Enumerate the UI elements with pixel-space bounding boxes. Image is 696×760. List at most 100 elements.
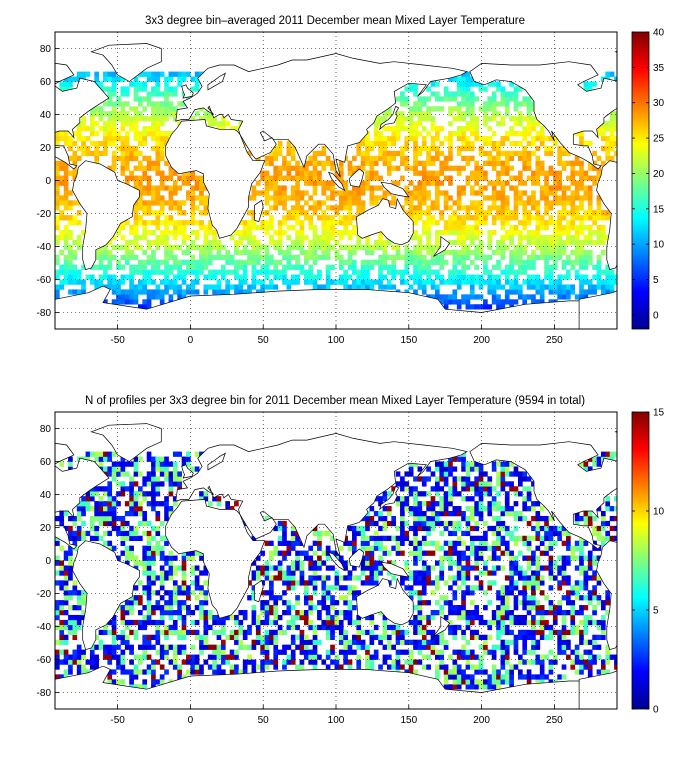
bin-cell bbox=[509, 629, 514, 636]
bin-cell bbox=[469, 619, 475, 626]
bin-cell bbox=[382, 654, 388, 660]
bin-cell bbox=[535, 600, 541, 606]
bin-cell bbox=[190, 669, 196, 675]
bin-cell bbox=[491, 555, 497, 561]
bin-cell bbox=[207, 654, 213, 660]
bin-cell bbox=[456, 116, 462, 122]
bin-cell bbox=[343, 259, 348, 265]
bin-cell bbox=[535, 220, 541, 226]
bin-cell bbox=[557, 585, 562, 591]
bin-cell bbox=[98, 274, 104, 280]
bin-cell bbox=[522, 210, 528, 216]
bin-cell bbox=[605, 289, 611, 295]
bin-cell bbox=[404, 135, 410, 142]
profiles-bins bbox=[55, 451, 617, 690]
bin-cell bbox=[255, 180, 261, 186]
bin-cell bbox=[605, 155, 611, 161]
bin-cell bbox=[526, 239, 532, 246]
bin-cell bbox=[133, 299, 139, 305]
bin-cell bbox=[203, 210, 209, 216]
bin-cell bbox=[504, 600, 510, 606]
bin-cell bbox=[347, 540, 353, 546]
bin-cell bbox=[172, 234, 178, 241]
bin-cell bbox=[269, 595, 274, 601]
bin-cell bbox=[491, 540, 497, 546]
bin-cell bbox=[172, 555, 178, 561]
bin-cell bbox=[535, 299, 541, 305]
bin-cell bbox=[81, 279, 86, 285]
bin-cell bbox=[378, 570, 383, 576]
bin-cell bbox=[369, 614, 375, 621]
bin-cell bbox=[382, 150, 388, 157]
bin-cell bbox=[548, 659, 554, 665]
bin-cell bbox=[273, 185, 279, 191]
bin-cell bbox=[408, 550, 414, 556]
bin-cell bbox=[504, 279, 510, 285]
bin-cell bbox=[164, 644, 169, 650]
bin-cell bbox=[63, 200, 69, 206]
bin-cell bbox=[68, 525, 73, 532]
bin-cell bbox=[600, 230, 606, 236]
bin-cell bbox=[544, 535, 549, 541]
bin-cell bbox=[325, 215, 331, 221]
bin-cell bbox=[391, 140, 396, 147]
bin-cell bbox=[59, 210, 65, 216]
bin-cell bbox=[186, 629, 191, 636]
bin-cell bbox=[513, 254, 519, 260]
bin-cell bbox=[474, 555, 479, 561]
bin-cell bbox=[94, 659, 99, 665]
bin-cell bbox=[552, 239, 558, 246]
bin-cell bbox=[68, 565, 73, 571]
bin-cell bbox=[260, 254, 265, 260]
bin-cell bbox=[430, 215, 436, 221]
bin-cell bbox=[352, 565, 357, 571]
bin-cell bbox=[186, 190, 191, 196]
bin-cell bbox=[325, 269, 331, 275]
bin-cell bbox=[133, 91, 139, 97]
bin-cell bbox=[596, 200, 602, 206]
bin-cell bbox=[614, 279, 617, 285]
bin-cell bbox=[566, 269, 571, 275]
bin-cell bbox=[168, 629, 174, 636]
bin-cell bbox=[478, 220, 484, 226]
bin-cell bbox=[504, 274, 510, 280]
bin-cell bbox=[570, 289, 576, 295]
bin-cell bbox=[177, 605, 182, 611]
bin-cell bbox=[295, 555, 300, 561]
bin-cell bbox=[452, 264, 458, 270]
bin-cell bbox=[277, 234, 283, 241]
bin-cell bbox=[325, 624, 331, 631]
bin-cell bbox=[76, 669, 82, 675]
bin-cell bbox=[605, 649, 611, 655]
bin-cell bbox=[430, 634, 436, 640]
bin-cell bbox=[159, 269, 165, 275]
bin-cell bbox=[539, 279, 545, 285]
bin-cell bbox=[260, 600, 265, 606]
bin-cell bbox=[531, 550, 536, 556]
bin-cell bbox=[186, 195, 191, 201]
bin-cell bbox=[111, 111, 117, 117]
bin-cell bbox=[443, 520, 449, 527]
bin-cell bbox=[129, 155, 134, 161]
bin-cell bbox=[199, 195, 204, 201]
bin-cell bbox=[282, 644, 287, 650]
bin-cell bbox=[194, 585, 200, 591]
bin-cell bbox=[234, 244, 239, 251]
bin-cell bbox=[63, 225, 69, 231]
bin-cell bbox=[312, 165, 318, 171]
bin-cell bbox=[583, 580, 589, 586]
bin-cell bbox=[334, 249, 340, 256]
bin-cell bbox=[452, 624, 458, 631]
bin-cell bbox=[360, 279, 366, 285]
bin-cell bbox=[400, 279, 405, 285]
bin-cell bbox=[247, 595, 252, 601]
bin-cell bbox=[164, 570, 169, 576]
bin-cell bbox=[413, 639, 418, 645]
bin-cell bbox=[539, 605, 545, 611]
bin-cell bbox=[404, 535, 410, 541]
bin-cell bbox=[439, 170, 445, 176]
bin-cell bbox=[579, 585, 584, 591]
bin-cell bbox=[111, 126, 117, 132]
bin-cell bbox=[343, 649, 348, 655]
bin-cell bbox=[312, 284, 318, 290]
